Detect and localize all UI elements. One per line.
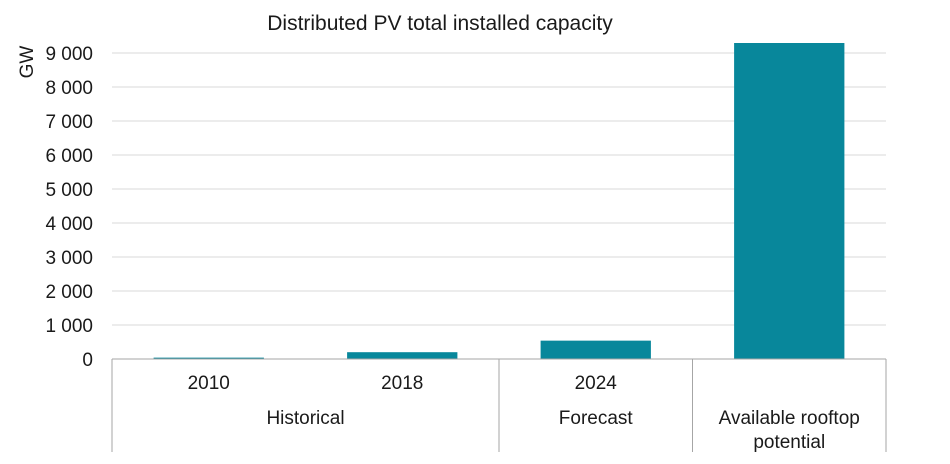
y-tick-label: 2 000	[45, 282, 93, 303]
category-label: Available rooftop potential	[719, 408, 860, 453]
gridlines	[112, 52, 886, 326]
y-axis-ticks: 0 1 000 2 000 3 000 4 000 5 000 6 000 7 000 8 00…	[45, 44, 93, 371]
category-label: 2024	[575, 373, 618, 394]
y-tick-label: 1 000	[45, 316, 93, 337]
bar-2024	[540, 340, 651, 359]
y-tick-label: 3 000	[45, 248, 93, 269]
category-axis: 2010 2018 2024 Available rooftop potential Hi…	[111, 358, 887, 453]
bar-2010	[153, 357, 264, 359]
group-label: Historical	[266, 408, 344, 429]
category-label: 2010	[188, 373, 230, 394]
y-tick-label: 9 000	[45, 44, 93, 65]
y-tick-label: 6 000	[45, 146, 93, 167]
y-axis-label: GW	[17, 46, 38, 79]
bar-2018	[347, 352, 458, 359]
group-label: Forecast	[559, 408, 634, 429]
y-tick-label: 4 000	[45, 214, 93, 235]
category-label: 2018	[381, 373, 423, 394]
chart-title: Distributed PV total installed capacity	[267, 12, 613, 35]
bars	[153, 43, 845, 359]
bar-available-rooftop-potential	[734, 43, 845, 359]
y-tick-label: 8 000	[45, 78, 93, 99]
y-tick-label: 7 000	[45, 112, 93, 133]
y-tick-label: 5 000	[45, 180, 93, 201]
y-tick-label: 0	[82, 350, 93, 371]
